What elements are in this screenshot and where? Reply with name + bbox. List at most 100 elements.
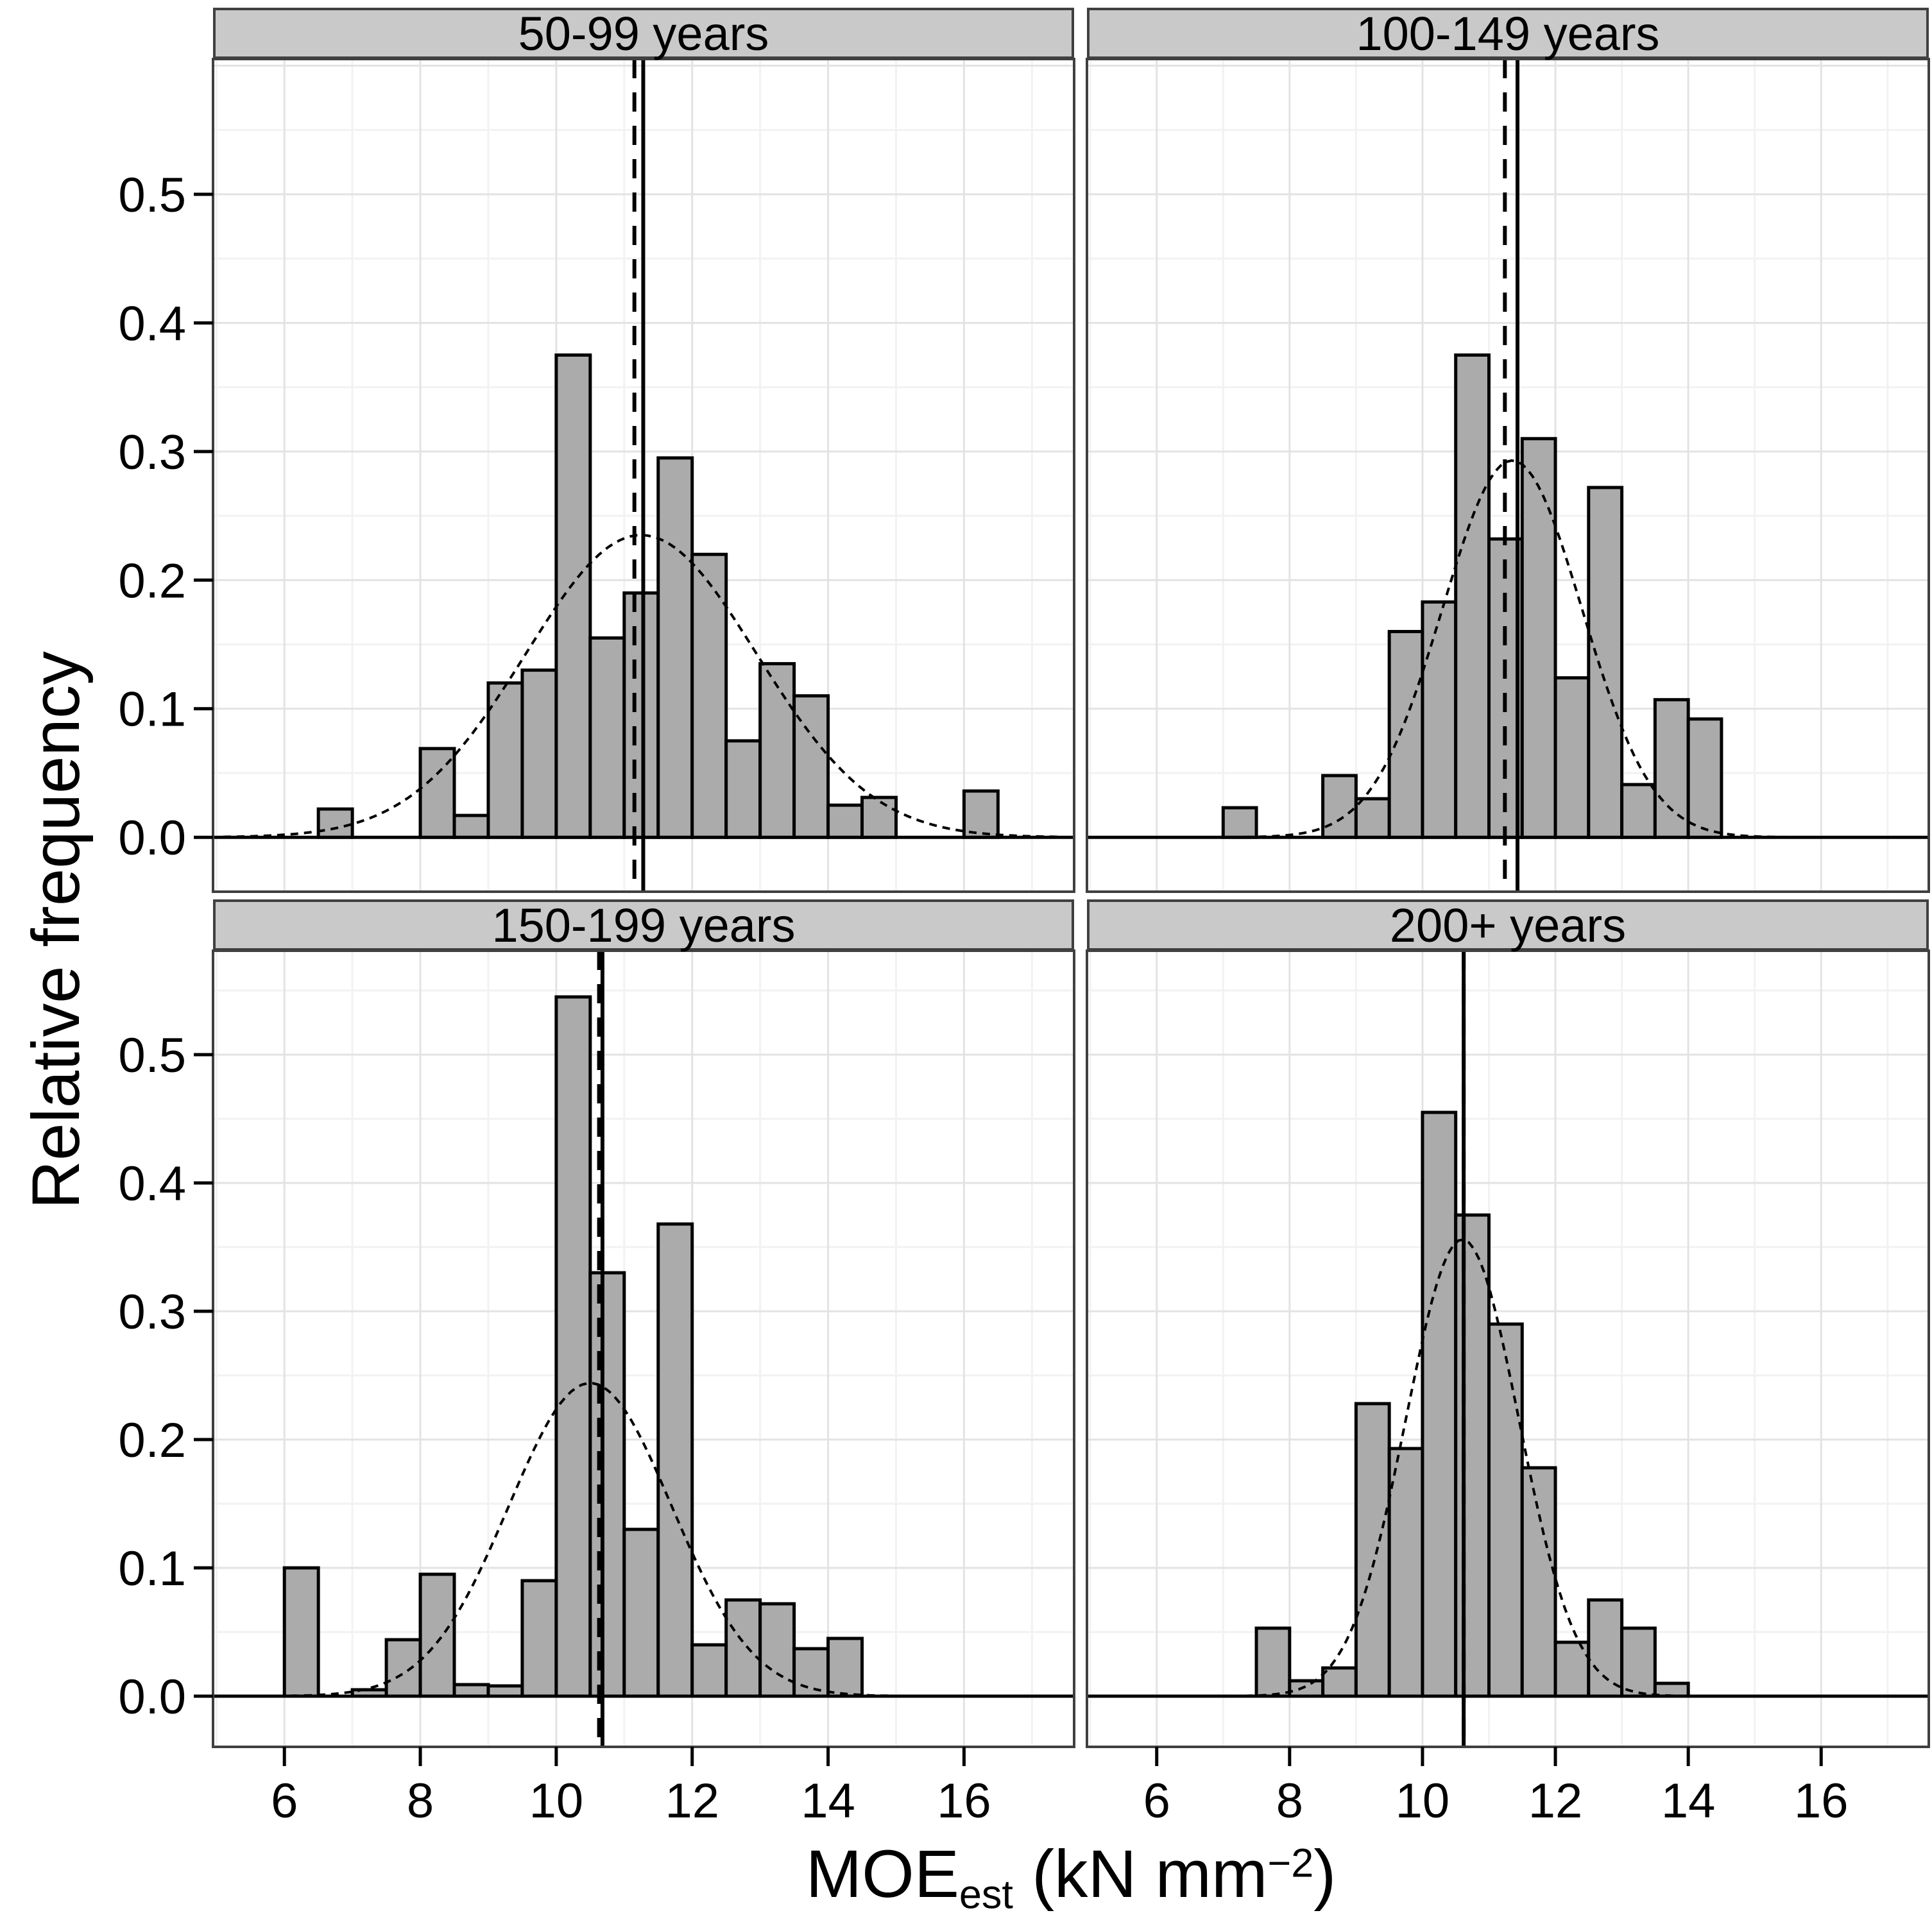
histogram-bar bbox=[724, 739, 762, 839]
y-tick-label: 0.5 bbox=[118, 1028, 186, 1083]
facet-strip-100-149-years: 100-149 years bbox=[1087, 7, 1929, 60]
histogram-bar bbox=[384, 1638, 422, 1698]
normal-density-curve bbox=[223, 1382, 1061, 1697]
histogram-bar bbox=[724, 1598, 762, 1698]
facet-strip-200-plus-years: 200+ years bbox=[1087, 899, 1929, 952]
y-tick-label: 0.4 bbox=[118, 296, 186, 351]
panel-border bbox=[212, 58, 1075, 893]
y-tick-label: 0.1 bbox=[118, 1542, 186, 1596]
panel-border bbox=[1086, 58, 1930, 893]
facet-panel-100-149-years bbox=[1086, 58, 1930, 893]
histogram-bar bbox=[622, 591, 660, 839]
normal-density-curve bbox=[1097, 459, 1916, 839]
histogram-bar bbox=[792, 1647, 830, 1698]
x-tick-label: 8 bbox=[407, 1774, 434, 1828]
histogram-bar bbox=[1354, 797, 1391, 839]
histogram-bar bbox=[1686, 717, 1723, 839]
histogram-bar bbox=[860, 795, 898, 839]
histogram-bar bbox=[1321, 1666, 1358, 1698]
x-tick-label: 14 bbox=[801, 1774, 855, 1828]
histogram-bar bbox=[656, 1222, 694, 1698]
histogram-bar bbox=[588, 1271, 626, 1698]
x-axis-title-unit: (kN mm bbox=[1013, 1837, 1268, 1912]
x-tick-label: 10 bbox=[529, 1774, 584, 1828]
x-tick-label: 8 bbox=[1276, 1774, 1303, 1828]
histogram-bar bbox=[1653, 698, 1690, 839]
facet-panel-150-199-years bbox=[212, 949, 1075, 1748]
axes: 6 8 10 12 14 16 6 8 10 12 14 16 0.0 0.1 0.2 0.3 0.4 0.5 0.… bbox=[118, 168, 1848, 1828]
histogram-bar bbox=[486, 1684, 524, 1698]
histogram-bar bbox=[350, 1688, 388, 1698]
x-tick-label: 12 bbox=[1528, 1774, 1583, 1828]
histogram-bar bbox=[1387, 629, 1424, 839]
histogram-bar bbox=[1454, 353, 1491, 839]
normal-density-curve bbox=[223, 534, 1061, 838]
histogram-bar bbox=[1454, 1213, 1491, 1698]
facet-strip-50-99-years: 50-99 years bbox=[213, 7, 1074, 60]
histogram-bar bbox=[1553, 676, 1591, 839]
y-tick-label: 0.1 bbox=[118, 683, 186, 737]
x-tick-label: 16 bbox=[937, 1774, 991, 1828]
histogram-bar bbox=[690, 1643, 728, 1698]
x-tick-label: 10 bbox=[1396, 1774, 1450, 1828]
panel-border bbox=[212, 949, 1075, 1748]
x-tick-label: 16 bbox=[1794, 1774, 1849, 1828]
histogram-bar bbox=[520, 1579, 558, 1698]
histogram-bar bbox=[1487, 1322, 1524, 1698]
x-tick-label: 12 bbox=[665, 1774, 719, 1828]
y-tick-label: 0.2 bbox=[118, 1413, 186, 1468]
y-tick-label: 0.0 bbox=[118, 1670, 186, 1724]
facet-panel-50-99-years bbox=[212, 58, 1075, 893]
histogram-bar bbox=[452, 1683, 490, 1698]
y-tick-label: 0.3 bbox=[118, 425, 186, 480]
histogram-bar bbox=[282, 1566, 320, 1698]
histogram-bar bbox=[418, 1572, 456, 1698]
x-tick-label: 14 bbox=[1661, 1774, 1716, 1828]
histogram-bar bbox=[826, 1637, 864, 1698]
y-tick-label: 0.4 bbox=[118, 1157, 186, 1211]
histogram-bar bbox=[1620, 783, 1657, 839]
normal-density-curve bbox=[1097, 1238, 1916, 1697]
histogram-bar bbox=[826, 803, 864, 839]
y-axis-title: Relative frequency bbox=[19, 651, 94, 1209]
histogram-bar bbox=[1520, 1466, 1557, 1698]
histogram-bar bbox=[758, 1602, 796, 1698]
histogram-bar bbox=[656, 456, 694, 839]
histogram-bar bbox=[1387, 1447, 1424, 1698]
histogram-bar bbox=[622, 1527, 660, 1698]
histogram-bar bbox=[1421, 1110, 1458, 1698]
y-tick-label: 0.5 bbox=[118, 168, 186, 223]
histogram-bar bbox=[1421, 600, 1458, 839]
histogram-bar bbox=[452, 813, 490, 839]
x-axis-title: MOEest (kN mm−2) bbox=[213, 1836, 1929, 1913]
x-axis-title-superscript: −2 bbox=[1267, 1841, 1314, 1886]
x-tick-label: 6 bbox=[1143, 1774, 1170, 1828]
x-axis-title-close: ) bbox=[1313, 1837, 1337, 1912]
x-axis-title-subscript: est bbox=[959, 1872, 1013, 1913]
panel-border bbox=[1086, 949, 1930, 1748]
histogram-bar bbox=[758, 662, 796, 839]
y-tick-label: 0.0 bbox=[118, 811, 186, 865]
x-tick-label: 6 bbox=[271, 1774, 298, 1828]
histogram-bar bbox=[554, 353, 592, 839]
facet-strip-150-199-years: 150-199 years bbox=[213, 899, 1074, 952]
histogram-bar bbox=[1587, 1598, 1624, 1698]
histogram-bar bbox=[1354, 1402, 1391, 1698]
histogram-bar bbox=[554, 995, 592, 1698]
histogram-bar bbox=[1653, 1681, 1690, 1698]
histogram-bar bbox=[588, 636, 626, 839]
histogram-bar bbox=[1254, 1626, 1292, 1698]
facet-panel-200-years bbox=[1086, 949, 1930, 1748]
histogram-bar bbox=[962, 789, 1000, 839]
histogram-bar bbox=[520, 668, 558, 839]
histogram-bar bbox=[1520, 437, 1557, 839]
histogram-bar bbox=[316, 807, 354, 839]
y-tick-label: 0.2 bbox=[118, 554, 186, 608]
histogram-bar bbox=[1620, 1626, 1657, 1698]
histogram-bar bbox=[1288, 1679, 1325, 1698]
histogram-bar bbox=[1553, 1640, 1591, 1698]
histogram-bar bbox=[486, 681, 524, 839]
histogram-bar bbox=[1321, 774, 1358, 839]
x-axis-title-base: MOE bbox=[805, 1837, 959, 1912]
